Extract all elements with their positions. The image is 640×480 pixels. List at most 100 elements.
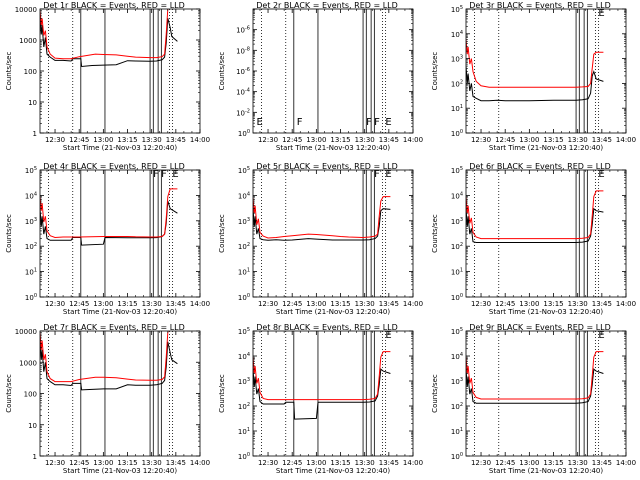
y-tick-label: 101 — [451, 104, 463, 113]
x-axis-label: Start Time (21-Nov-03 12:20:40) — [489, 467, 603, 475]
chart-title: Det 9r BLACK = Events, RED = LLD — [469, 323, 611, 332]
x-tick-label: 14:00 — [190, 136, 210, 144]
x-tick-label: 13:45 — [379, 300, 399, 308]
y-tick-label: 1 — [33, 453, 37, 461]
series-line-events — [466, 368, 604, 404]
y-tick-label: 105 — [451, 166, 463, 175]
plot-frame — [252, 330, 414, 457]
y-tick-label: 101 — [238, 427, 250, 436]
flag-label: E — [598, 330, 604, 341]
y-tick-label: 10 — [28, 99, 37, 107]
flag-label: E — [385, 330, 391, 341]
chart-panel-1: Det 1r BLACK = Events, RED = LLD 1 10 100 10… — [5, 1, 210, 152]
x-tick-label: 13:00 — [306, 300, 326, 308]
x-tick-label: 14:00 — [403, 136, 423, 144]
y-tick-label: 104 — [238, 352, 250, 361]
x-tick-label: 12:45 — [282, 136, 302, 144]
x-tick-label: 13:45 — [592, 136, 612, 144]
x-tick-label: 13:30 — [142, 136, 162, 144]
x-tick-label: 12:30 — [45, 300, 65, 308]
plot-frame — [39, 8, 201, 134]
flag-label: E — [598, 169, 604, 180]
y-tick-label: 105 — [451, 327, 463, 336]
y-tick-label: 100 — [451, 452, 463, 461]
series-line-lld — [466, 351, 604, 400]
y-tick-label: 103 — [451, 55, 463, 64]
x-tick-label: 13:15 — [117, 459, 137, 467]
y-tick-label: 1000 — [19, 37, 37, 45]
flag-label: E — [385, 169, 391, 180]
x-tick-label: 13:45 — [166, 136, 186, 144]
x-tick-label: 12:30 — [471, 300, 491, 308]
y-tick-label: 10 — [28, 422, 37, 430]
flag-label: E — [257, 117, 263, 128]
x-axis-label: Start Time (21-Nov-03 12:20:40) — [489, 144, 603, 152]
y-axis-label: Counts/sec — [218, 52, 226, 91]
y-axis-label: Counts/sec — [5, 52, 13, 91]
series-line-lld — [40, 188, 178, 239]
y-tick-label: 100 — [451, 293, 463, 302]
y-tick-label: 103 — [25, 217, 37, 226]
chart-title: Det 2r BLACK = Events, RED = LLD — [256, 1, 398, 10]
flag-label: F — [153, 169, 159, 180]
y-axis-label: Counts/sec — [431, 374, 439, 413]
chart-title: Det 7r BLACK = Events, RED = LLD — [43, 323, 185, 332]
x-tick-label: 13:15 — [543, 136, 563, 144]
y-tick-label: 101 — [451, 427, 463, 436]
y-tick-label: 103 — [238, 217, 250, 226]
x-tick-label: 14:00 — [190, 459, 210, 467]
y-axis-label: Counts/sec — [431, 214, 439, 253]
x-tick-label: 13:00 — [519, 136, 539, 144]
x-tick-label: 12:45 — [69, 300, 89, 308]
x-tick-label: 12:45 — [282, 300, 302, 308]
y-axis-label: Counts/sec — [431, 52, 439, 91]
series-line-lld — [253, 351, 391, 401]
x-tick-label: 13:45 — [379, 459, 399, 467]
chart-title: Det 1r BLACK = Events, RED = LLD — [43, 1, 185, 10]
y-tick-label: 1 — [33, 130, 37, 138]
x-tick-label: 13:30 — [355, 459, 375, 467]
y-tick-label: 102 — [238, 402, 250, 411]
x-tick-label: 13:15 — [543, 459, 563, 467]
y-tick-label: 103 — [451, 217, 463, 226]
x-axis-label: Start Time (21-Nov-03 12:20:40) — [276, 467, 390, 475]
y-tick-label: 100 — [24, 391, 37, 399]
plot-frame — [252, 8, 414, 134]
flag-label: F — [374, 117, 380, 128]
x-tick-label: 13:00 — [519, 300, 539, 308]
x-tick-label: 13:30 — [142, 459, 162, 467]
y-tick-label: 104 — [451, 30, 463, 39]
x-tick-label: 13:00 — [519, 459, 539, 467]
y-tick-label: 104 — [25, 191, 37, 200]
x-tick-label: 14:00 — [616, 459, 636, 467]
x-tick-label: 13:00 — [93, 459, 113, 467]
plot-frame — [39, 330, 201, 457]
x-axis-label: Start Time (21-Nov-03 12:20:40) — [63, 144, 177, 152]
chart-panel-7: Det 7r BLACK = Events, RED = LLD 1 10 100 10… — [5, 323, 210, 475]
x-tick-label: 13:45 — [592, 459, 612, 467]
x-tick-label: 12:45 — [495, 459, 515, 467]
x-tick-label: 13:15 — [117, 300, 137, 308]
x-tick-label: 13:45 — [166, 300, 186, 308]
y-tick-label: 102 — [25, 242, 37, 251]
x-tick-label: 12:45 — [495, 136, 515, 144]
y-axis-label: Counts/sec — [5, 214, 13, 253]
x-tick-label: 13:15 — [330, 136, 350, 144]
y-tick-label: 10-4 — [236, 88, 250, 97]
chart-title: Det 5r BLACK = Events, RED = LLD — [256, 162, 398, 171]
y-tick-label: 100 — [238, 452, 250, 461]
y-tick-label: 102 — [451, 402, 463, 411]
y-tick-label: 10000 — [15, 6, 37, 14]
y-tick-label: 10000 — [15, 328, 37, 336]
flag-label: E — [598, 8, 604, 19]
series-line-events — [40, 15, 178, 68]
x-tick-label: 13:00 — [306, 459, 326, 467]
x-axis-label: Start Time (21-Nov-03 12:20:40) — [276, 144, 390, 152]
flag-label: E — [385, 117, 391, 128]
y-tick-label: 102 — [451, 79, 463, 88]
